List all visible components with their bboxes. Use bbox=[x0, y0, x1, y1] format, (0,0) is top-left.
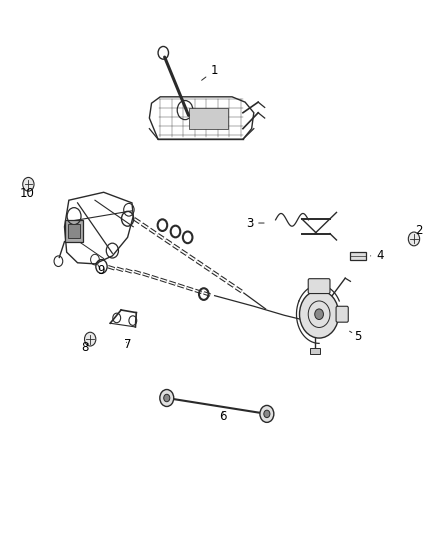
Circle shape bbox=[315, 309, 323, 319]
Text: 7: 7 bbox=[124, 338, 131, 351]
Circle shape bbox=[264, 410, 270, 418]
Circle shape bbox=[23, 177, 34, 191]
Text: 5: 5 bbox=[350, 330, 362, 343]
Bar bbox=[350, 252, 366, 260]
Circle shape bbox=[408, 232, 420, 246]
Bar bbox=[310, 348, 321, 354]
FancyBboxPatch shape bbox=[308, 279, 330, 294]
Text: 4: 4 bbox=[371, 249, 384, 262]
Text: 9: 9 bbox=[98, 264, 105, 277]
FancyBboxPatch shape bbox=[336, 306, 348, 322]
Circle shape bbox=[85, 332, 96, 346]
Circle shape bbox=[300, 290, 339, 338]
Circle shape bbox=[164, 394, 170, 402]
Text: 3: 3 bbox=[246, 216, 264, 230]
Text: 6: 6 bbox=[219, 409, 227, 423]
Text: 2: 2 bbox=[414, 224, 423, 240]
Bar bbox=[65, 220, 83, 241]
Circle shape bbox=[160, 390, 174, 407]
Text: 10: 10 bbox=[19, 187, 34, 200]
Circle shape bbox=[260, 406, 274, 422]
Text: 1: 1 bbox=[201, 64, 219, 80]
Text: 8: 8 bbox=[82, 341, 89, 353]
FancyBboxPatch shape bbox=[188, 109, 228, 128]
Bar bbox=[68, 224, 80, 238]
